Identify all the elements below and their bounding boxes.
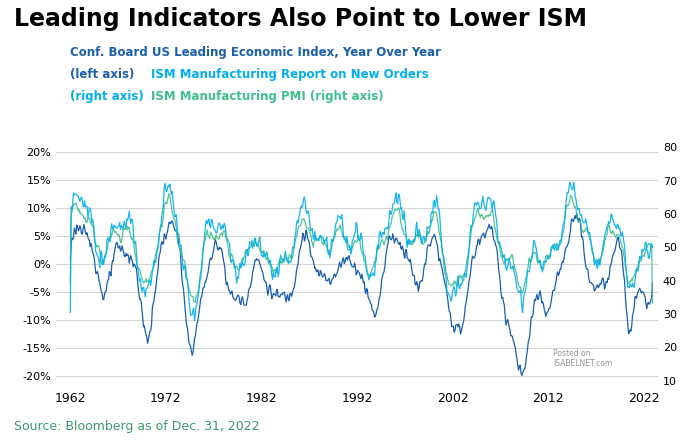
Text: ISABELNET.com: ISABELNET.com: [553, 359, 612, 368]
Text: ISM Manufacturing PMI (right axis): ISM Manufacturing PMI (right axis): [150, 90, 383, 103]
Text: Source: Bloomberg as of Dec. 31, 2022: Source: Bloomberg as of Dec. 31, 2022: [14, 420, 260, 433]
Text: ISM Manufacturing Report on New Orders: ISM Manufacturing Report on New Orders: [150, 68, 428, 81]
Text: (right axis): (right axis): [70, 90, 144, 103]
Text: Leading Indicators Also Point to Lower ISM: Leading Indicators Also Point to Lower I…: [14, 7, 587, 31]
Text: Conf. Board US Leading Economic Index, Year Over Year: Conf. Board US Leading Economic Index, Y…: [70, 46, 441, 59]
Text: Posted on: Posted on: [553, 349, 590, 359]
Text: (left axis): (left axis): [70, 68, 134, 81]
